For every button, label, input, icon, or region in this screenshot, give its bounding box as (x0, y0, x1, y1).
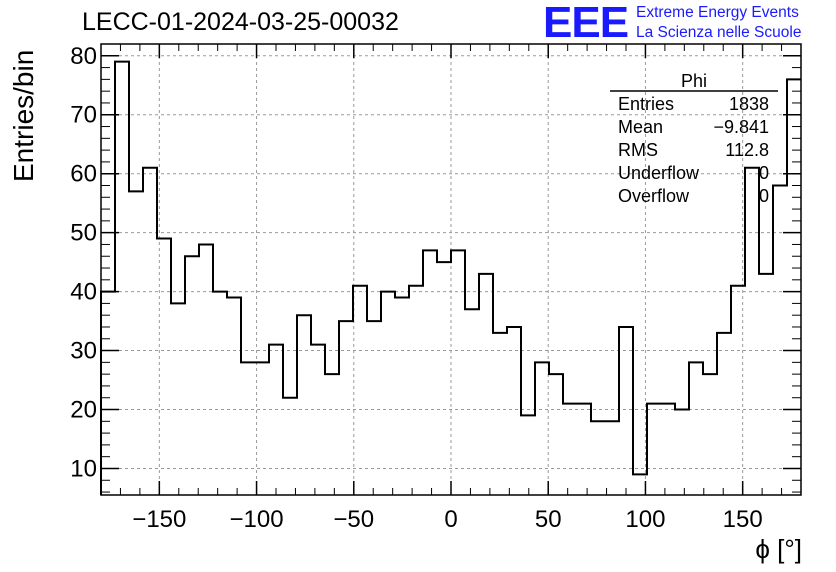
x-tick-label: −150 (132, 506, 186, 533)
stats-value: 0 (759, 186, 769, 206)
histogram-bin (731, 286, 745, 495)
histogram-bin (451, 250, 465, 495)
histogram-bin (759, 274, 773, 495)
histogram-bin (409, 286, 423, 495)
histogram-bin (199, 244, 213, 495)
histogram-bin (507, 327, 521, 495)
histogram-bin (241, 362, 255, 495)
y-tick-label: 60 (70, 161, 97, 188)
y-tick-label: 10 (70, 455, 97, 482)
histogram-bin (689, 362, 703, 495)
histogram-bin (115, 62, 129, 495)
histogram-bin (367, 321, 381, 495)
eee-logo: EEE (543, 0, 629, 47)
stats-label: Entries (618, 94, 674, 114)
histogram-bin (269, 345, 283, 495)
stats-value: −9.841 (713, 117, 769, 137)
histogram-bin (255, 362, 269, 495)
y-tick-label: 80 (70, 43, 97, 70)
histogram-bin (101, 292, 115, 495)
histogram-bin (171, 303, 185, 495)
x-tick-label: −50 (333, 506, 374, 533)
x-tick-label: −100 (230, 506, 284, 533)
x-tick-label: 50 (535, 506, 562, 533)
histogram-bin (549, 374, 563, 495)
x-tick-label: 100 (625, 506, 665, 533)
histogram-bin (493, 333, 507, 495)
x-tick-label: 0 (444, 506, 457, 533)
histogram-bin (395, 298, 409, 495)
histogram-bin (227, 298, 241, 495)
histogram-bin (129, 191, 143, 495)
y-tick-label: 70 (70, 102, 97, 129)
histogram-bin (703, 374, 717, 495)
histogram-bin (381, 292, 395, 495)
stats-label: Overflow (618, 186, 690, 206)
histogram-bin (157, 239, 171, 495)
stats-header: Phi (681, 71, 707, 91)
logo-line-1: Extreme Energy Events (636, 4, 799, 21)
histogram-bin (325, 374, 339, 495)
histogram-bin (437, 262, 451, 495)
histogram-bin (297, 315, 311, 495)
stats-label: Mean (618, 117, 663, 137)
histogram-bin (535, 362, 549, 495)
y-tick-label: 20 (70, 397, 97, 424)
histogram-bin (647, 404, 661, 495)
histogram-bin (661, 404, 675, 495)
histogram-bin (311, 345, 325, 495)
logo-line-2: La Scienza nelle Scuole (636, 24, 802, 41)
histogram-bin (339, 321, 353, 495)
histogram-bin (619, 327, 633, 495)
histogram-bin (563, 404, 577, 495)
stats-label: Underflow (618, 163, 700, 183)
histogram-bin (745, 168, 759, 495)
histogram-bin (479, 274, 493, 495)
histogram-bin (521, 415, 535, 495)
histogram-bin (185, 256, 199, 495)
histogram-bin (605, 421, 619, 495)
chart-title: LECC-01-2024-03-25-00032 (82, 8, 399, 36)
stats-label: RMS (618, 140, 658, 160)
histogram-bin (283, 398, 297, 495)
histogram-bin (423, 250, 437, 495)
histogram-bin (353, 286, 367, 495)
y-tick-label: 40 (70, 279, 97, 306)
x-axis-label: ϕ [°] (755, 534, 802, 564)
y-tick-label: 50 (70, 220, 97, 247)
histogram-bin (591, 421, 605, 495)
histogram-bin (213, 292, 227, 495)
histogram-series (100, 60, 801, 495)
histogram-bin (675, 410, 689, 495)
stats-value: 0 (759, 163, 769, 183)
histogram-bin (577, 404, 591, 495)
histogram-bin (465, 309, 479, 495)
x-tick-label: 150 (723, 506, 763, 533)
histogram-bin (143, 168, 157, 495)
histogram-bin (717, 333, 731, 495)
stats-value: 112.8 (725, 140, 769, 160)
stats-value: 1838 (729, 94, 769, 114)
y-tick-label: 30 (70, 338, 97, 365)
